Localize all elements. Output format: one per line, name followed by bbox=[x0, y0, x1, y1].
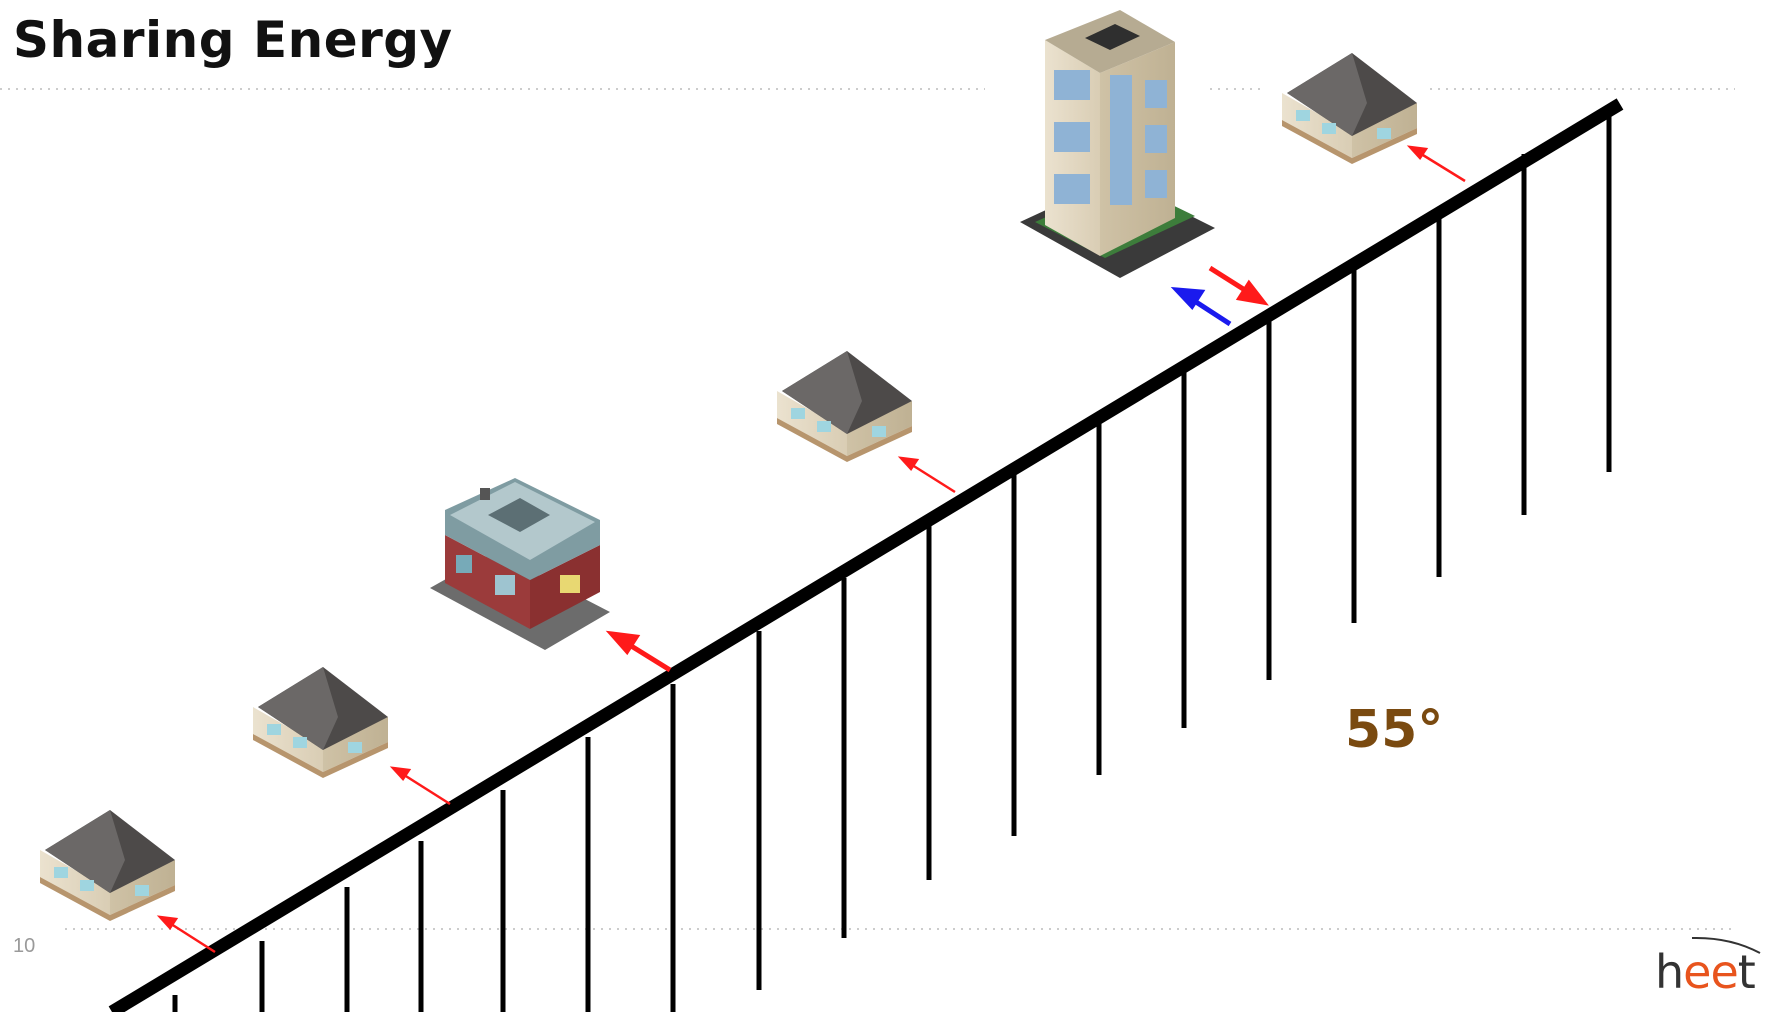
temperature-label: 55° bbox=[1345, 700, 1444, 760]
logo-letter-h: h bbox=[1655, 945, 1684, 999]
shop bbox=[430, 478, 610, 650]
heet-logo: heet bbox=[1655, 935, 1765, 995]
house-2 bbox=[253, 667, 388, 778]
house-4 bbox=[1282, 53, 1417, 164]
flow-arrow-tower-out bbox=[1208, 265, 1269, 306]
house-3 bbox=[777, 351, 912, 462]
logo-wordmark: heet bbox=[1655, 949, 1756, 995]
office-tower bbox=[1020, 10, 1215, 278]
flow-arrow-house-2 bbox=[389, 766, 451, 806]
logo-swoosh-icon bbox=[1691, 936, 1761, 954]
shared-ground-loop-pipe bbox=[108, 98, 1624, 1012]
house-1 bbox=[40, 810, 175, 921]
page-number: 10 bbox=[13, 935, 36, 957]
flow-arrow-house-4 bbox=[1406, 145, 1466, 183]
flow-arrow-house-3 bbox=[897, 456, 956, 494]
boreholes bbox=[172, 115, 1612, 1012]
logo-letter-t: t bbox=[1737, 945, 1756, 999]
flow-arrow-shop bbox=[605, 630, 672, 673]
page-title: Sharing Energy bbox=[13, 11, 453, 69]
flow-arrow-house-1 bbox=[156, 915, 216, 954]
logo-letters-ee: ee bbox=[1683, 945, 1739, 999]
flow-arrow-tower-in bbox=[1170, 286, 1232, 327]
